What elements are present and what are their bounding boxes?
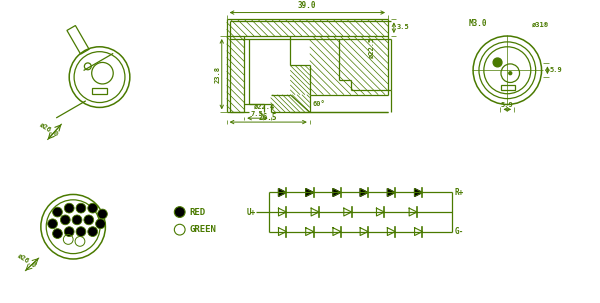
Polygon shape: [415, 188, 422, 196]
Polygon shape: [360, 188, 368, 196]
Circle shape: [64, 203, 74, 213]
Circle shape: [88, 227, 98, 237]
Circle shape: [76, 227, 86, 237]
Text: ø31®: ø31®: [532, 21, 549, 27]
Circle shape: [61, 215, 70, 225]
Circle shape: [175, 207, 185, 218]
Polygon shape: [333, 188, 341, 196]
Circle shape: [47, 219, 58, 229]
Circle shape: [76, 203, 86, 213]
Polygon shape: [278, 188, 286, 196]
Circle shape: [53, 229, 62, 238]
Bar: [67, 25, 89, 54]
Circle shape: [53, 207, 62, 217]
Circle shape: [84, 215, 94, 225]
Text: ø26.0: ø26.0: [39, 122, 60, 138]
Text: U+: U+: [246, 208, 256, 217]
Circle shape: [98, 209, 107, 219]
Polygon shape: [388, 188, 395, 196]
Text: 39.0: 39.0: [298, 1, 316, 10]
Text: G-: G-: [455, 227, 464, 236]
Text: 60°: 60°: [313, 102, 325, 108]
Text: ø22.5: ø22.5: [368, 37, 374, 58]
Text: 3.5: 3.5: [397, 24, 410, 30]
Circle shape: [88, 203, 98, 213]
Circle shape: [72, 215, 82, 225]
Circle shape: [509, 72, 512, 75]
Circle shape: [64, 227, 74, 237]
Circle shape: [493, 58, 502, 67]
Text: RED: RED: [190, 208, 206, 217]
Text: 5.9: 5.9: [501, 102, 514, 108]
Bar: [502, 85, 515, 90]
Polygon shape: [306, 188, 314, 196]
Text: 26.5: 26.5: [259, 113, 277, 122]
Text: ø22.4: ø22.4: [254, 103, 275, 109]
Circle shape: [95, 219, 106, 229]
Text: 7.5: 7.5: [251, 111, 263, 117]
Text: ø26.0: ø26.0: [16, 252, 38, 269]
Text: GREEN: GREEN: [190, 225, 217, 234]
Text: M3.0: M3.0: [468, 19, 487, 28]
Text: 5.9: 5.9: [550, 67, 562, 73]
Text: R+: R+: [455, 188, 464, 197]
Bar: [92, 88, 107, 94]
Text: 23.8: 23.8: [215, 66, 221, 83]
